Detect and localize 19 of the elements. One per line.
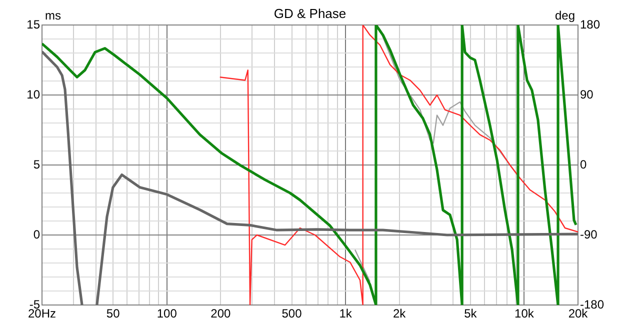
y-tick-label: 5 [33, 157, 40, 172]
chart-title: GD & Phase [274, 6, 346, 22]
x-tick-label: 500 [282, 306, 302, 321]
x-tick-label: 50 [106, 306, 120, 321]
y2-tick-label: 90 [580, 87, 594, 102]
y2-tick-label: 180 [580, 17, 600, 32]
y2-tick-label: -90 [580, 227, 598, 242]
x-tick-label: 10k [514, 306, 535, 321]
y-tick-label: 0 [33, 227, 40, 242]
x-tick-label: 100 [156, 306, 178, 321]
x-tick-label: 2k [392, 306, 407, 321]
x-tick-label: 5k [464, 306, 478, 321]
y2-axis-title: deg [554, 8, 575, 22]
y2-tick-label: 0 [580, 157, 587, 172]
x-tick-label: 200 [210, 306, 231, 321]
y-tick-label: 15 [26, 17, 40, 32]
y-tick-label: 10 [26, 87, 40, 102]
x-tick-label: 1k [339, 306, 353, 321]
y-axis-title: ms [45, 8, 61, 22]
